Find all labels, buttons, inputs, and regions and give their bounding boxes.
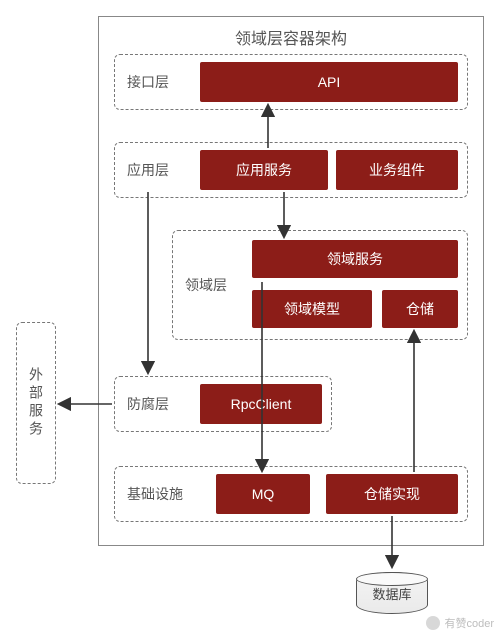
box-api: API bbox=[200, 62, 458, 102]
external-service: 外部服务 bbox=[16, 322, 56, 484]
box-repository: 仓储 bbox=[382, 290, 458, 328]
box-mq: MQ bbox=[216, 474, 310, 514]
box-repo-impl: 仓储实现 bbox=[326, 474, 458, 514]
box-app-service: 应用服务 bbox=[200, 150, 328, 190]
watermark-icon bbox=[426, 616, 440, 630]
layer-domain-label: 领域层 bbox=[185, 275, 227, 295]
box-domain-service: 领域服务 bbox=[252, 240, 458, 278]
layer-interface-label: 接口层 bbox=[127, 72, 169, 92]
watermark-text: 有赞coder bbox=[444, 615, 494, 631]
database: 数据库 bbox=[356, 572, 428, 614]
database-label: 数据库 bbox=[372, 584, 411, 603]
layer-anticorruption-label: 防腐层 bbox=[127, 394, 169, 414]
box-rpcclient: RpcClient bbox=[200, 384, 322, 424]
external-service-label: 外部服务 bbox=[26, 367, 46, 439]
layer-infrastructure-label: 基础设施 bbox=[127, 484, 183, 504]
layer-application-label: 应用层 bbox=[127, 160, 169, 180]
box-biz-component: 业务组件 bbox=[336, 150, 458, 190]
diagram-title: 领域层容器架构 bbox=[99, 25, 483, 49]
watermark: 有赞coder bbox=[426, 615, 494, 631]
box-domain-model: 领域模型 bbox=[252, 290, 372, 328]
